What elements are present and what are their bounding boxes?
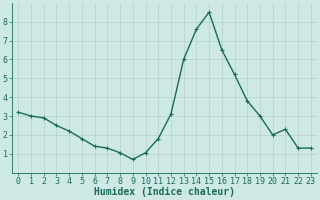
X-axis label: Humidex (Indice chaleur): Humidex (Indice chaleur) <box>94 187 235 197</box>
